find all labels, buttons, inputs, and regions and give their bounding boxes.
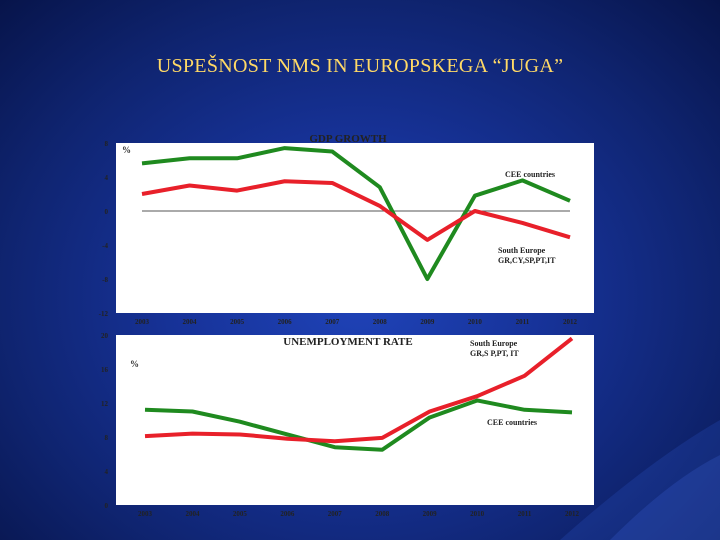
gdp-x-tick-label: 2006: [278, 318, 293, 326]
un-y-tick-label: 0: [105, 502, 109, 510]
un-y-tick-label: 16: [101, 366, 109, 374]
gdp-y-tick-label: 4: [105, 174, 109, 182]
gdp-y-tick-label: 0: [105, 208, 109, 216]
unemployment-legend-south-line1: South Europe: [470, 339, 518, 348]
un-x-tick-label: 2007: [328, 510, 343, 518]
unemployment-chart-title: UNEMPLOYMENT RATE: [283, 336, 412, 348]
un-x-tick-label: 2008: [375, 510, 390, 518]
gdp-x-tick-label: 2011: [516, 318, 530, 326]
gdp-legend-south-line2: GR,CY,SP,PT,IT: [498, 256, 556, 265]
gdp-y-axis-label: %: [122, 145, 131, 155]
gdp-x-tick-label: 2004: [183, 318, 198, 326]
gdp-chart-title: GDP GROWTH: [309, 133, 387, 145]
un-x-tick-label: 2006: [280, 510, 295, 518]
un-x-tick-label: 2011: [518, 510, 532, 518]
gdp-y-tick-label: 8: [105, 140, 109, 148]
gdp-x-tick-label: 2009: [420, 318, 435, 326]
slide-title: USPEŠNOST NMS IN EUROPSKEGA “JUGA”: [156, 55, 564, 77]
un-x-tick-label: 2003: [138, 510, 153, 518]
un-x-tick-label: 2012: [565, 510, 580, 518]
gdp-x-tick-label: 2003: [135, 318, 150, 326]
un-x-tick-label: 2009: [423, 510, 438, 518]
un-y-tick-label: 20: [101, 332, 109, 340]
gdp-y-tick-label: -8: [102, 276, 108, 284]
gdp-x-tick-label: 2007: [325, 318, 340, 326]
un-y-tick-label: 12: [101, 400, 109, 408]
gdp-legend-south-line1: South Europe: [498, 246, 546, 255]
unemployment-series-cee-line: [144, 398, 573, 452]
un-x-tick-label: 2004: [185, 510, 200, 518]
gdp-chart: GDP GROWTH % 8 4 0 -4 -8 -12 2003 2004 2005 2006…: [99, 133, 594, 326]
gdp-x-tick-label: 2008: [373, 318, 388, 326]
gdp-series-south-line: [141, 179, 571, 242]
unemployment-series-south-line: [144, 336, 574, 444]
un-x-tick-label: 2010: [470, 510, 485, 518]
charts-figure: GDP GROWTH % 840-4-8-12 2003 2004 2005 2006…: [99, 133, 594, 518]
unemployment-plot-background: [116, 335, 594, 505]
gdp-x-tick-label: 2012: [563, 318, 578, 326]
un-x-tick-label: 2005: [233, 510, 248, 518]
un-y-tick-label: 4: [105, 468, 109, 476]
gdp-plot-background: [116, 143, 594, 313]
un-y-tick-label: 8: [105, 434, 109, 442]
gdp-y-tick-label: -4: [102, 242, 108, 250]
unemployment-legend-south-line2: GR,S P,PT, IT: [470, 349, 519, 358]
gdp-legend-cee: CEE countries: [505, 170, 555, 179]
gdp-x-tick-label: 2010: [468, 318, 483, 326]
gdp-x-tick-label: 2005: [230, 318, 245, 326]
unemployment-legend-cee: CEE countries: [487, 418, 537, 427]
unemployment-chart: UNEMPLOYMENT RATE % 20 16 12 8 4 0 2003 2004 20…: [101, 332, 594, 518]
gdp-y-tick-label: -12: [99, 310, 109, 318]
gdp-series-cee-line: [141, 146, 571, 281]
unemployment-y-axis-label: %: [130, 359, 139, 369]
